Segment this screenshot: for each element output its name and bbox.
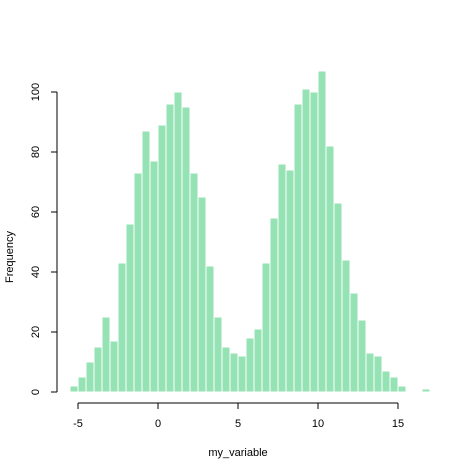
y-axis: 0 20 40 60 80 100 [30, 83, 58, 395]
histogram-bar [261, 262, 271, 393]
histogram-bar [269, 217, 279, 393]
histogram-bar [213, 316, 223, 393]
x-tick-label: 15 [392, 418, 404, 430]
histogram-bar [181, 106, 191, 393]
histogram-bar [229, 352, 239, 393]
histogram-bar [101, 316, 111, 393]
y-axis-title: Frequency [4, 231, 16, 283]
histogram-bar [381, 370, 391, 393]
y-tick-label: 0 [30, 389, 42, 395]
y-axis-ticks: 0 20 40 60 80 100 [30, 83, 57, 395]
histogram-bar [421, 388, 431, 393]
histogram-bar [69, 385, 79, 393]
histogram-bar [349, 292, 359, 393]
histogram-bar [277, 163, 287, 393]
y-tick-label: 60 [30, 206, 42, 218]
y-tick-label: 80 [30, 146, 42, 158]
histogram-bar [125, 223, 135, 393]
histogram-bar [397, 385, 407, 393]
histogram-bar [317, 70, 327, 393]
x-tick-label: -5 [73, 418, 83, 430]
y-tick-label: 20 [30, 326, 42, 338]
x-tick-label: 5 [235, 418, 241, 430]
x-tick-label: 10 [312, 418, 324, 430]
histogram-bar [165, 103, 175, 393]
histogram-bar [365, 352, 375, 393]
histogram-bar [189, 172, 199, 393]
x-tick-label: 0 [155, 418, 161, 430]
histogram-bars [69, 70, 431, 393]
histogram-bar [173, 91, 183, 393]
histogram-bar [309, 91, 319, 393]
histogram-bar [141, 130, 151, 393]
histogram-bar [245, 337, 255, 393]
histogram-bar [109, 340, 119, 393]
histogram-bar [293, 103, 303, 393]
x-axis: -5 0 5 10 15 [73, 402, 404, 430]
y-tick-label: 40 [30, 266, 42, 278]
histogram-bar [333, 202, 343, 393]
y-tick-label: 100 [30, 83, 42, 101]
histogram-bar [221, 346, 231, 393]
histogram-bar [253, 328, 263, 393]
histogram-bar [93, 346, 103, 393]
histogram-bar [85, 361, 95, 393]
histogram-bar [237, 355, 247, 393]
x-axis-title: my_variable [208, 447, 267, 459]
histogram-bar [197, 196, 207, 393]
histogram-bar [157, 124, 167, 393]
x-axis-ticks: -5 0 5 10 15 [73, 403, 404, 430]
histogram-bar [117, 262, 127, 393]
histogram-bar [133, 172, 143, 393]
histogram-bar [301, 88, 311, 393]
histogram-bar [357, 319, 367, 393]
histogram-bar [341, 259, 351, 393]
histogram-bar [77, 376, 87, 393]
histogram-bar [373, 355, 383, 393]
histogram-bar [285, 169, 295, 393]
histogram-bar [389, 376, 399, 393]
histogram-bar [325, 145, 335, 393]
histogram-bar [205, 265, 215, 393]
histogram-bar [149, 160, 159, 393]
